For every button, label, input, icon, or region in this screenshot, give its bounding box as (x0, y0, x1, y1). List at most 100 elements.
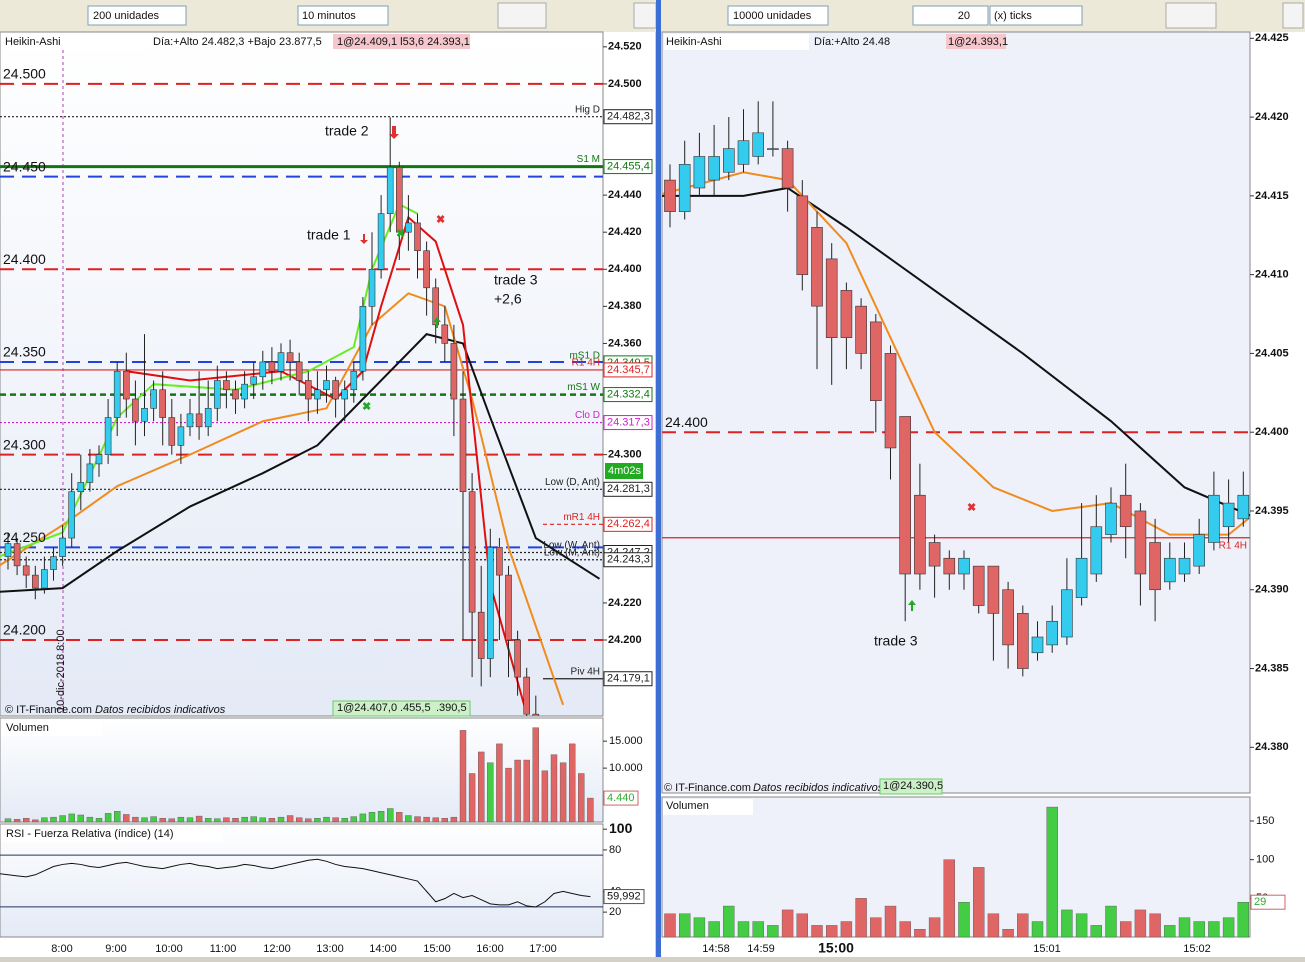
ticks-text: (x) ticks (994, 10, 1032, 22)
ticks-select[interactable] (989, 5, 1083, 26)
volume-title: Volumen (666, 800, 709, 812)
volume-bar (250, 816, 257, 823)
candle-body (77, 482, 85, 493)
x-tick-label: 17:00 (529, 943, 557, 955)
date-label: 10-dic-2018 8:00 (55, 629, 67, 712)
candle-body (1105, 502, 1117, 535)
price-tag-text: 24.281,3 (607, 483, 650, 495)
panel-toggle[interactable] (633, 2, 657, 29)
candle-body (943, 557, 956, 575)
panel-toggle[interactable] (1282, 2, 1304, 29)
volume-bar (1061, 909, 1073, 938)
indicator-header (663, 799, 753, 815)
interval-text: 10 minutos (302, 10, 356, 22)
candle-body (113, 370, 121, 418)
volume-bar (123, 814, 130, 823)
volume-bar (387, 808, 394, 823)
candle-body (350, 370, 358, 391)
candle-body (295, 361, 303, 381)
candle-body (150, 389, 157, 409)
exit-marker: ✖ (967, 502, 976, 514)
rsi-tag-text: 59,992 (607, 890, 641, 902)
candle-body (232, 389, 239, 400)
volume-bar (840, 921, 853, 938)
candle-body (31, 574, 39, 589)
chart-type-button[interactable] (1165, 2, 1217, 29)
splitter[interactable] (656, 0, 661, 957)
volume-tag (1250, 894, 1286, 910)
rsi-tag (603, 889, 645, 905)
footer-quote: 1@24.390,5 (883, 780, 943, 792)
price-tag-text: 24.243,3 (607, 554, 650, 566)
volume-bar (826, 925, 838, 938)
candle-body (159, 389, 166, 418)
volume-bar (693, 917, 706, 938)
y-tick-label: 24.395 (1255, 505, 1289, 517)
y-tick-label: 10.000 (609, 762, 643, 774)
count-input[interactable] (912, 5, 989, 26)
y-tick-label: 24.385 (1255, 662, 1289, 674)
volume-bar (899, 921, 911, 938)
candle-body (286, 352, 294, 363)
volume-bar (277, 816, 285, 823)
timer-box (605, 463, 643, 479)
indicator-line (662, 186, 1250, 517)
chart-type-button[interactable] (497, 2, 547, 29)
volume-bar (578, 773, 585, 823)
units-text: 200 unidades (93, 10, 160, 22)
volume-bar (113, 811, 121, 823)
y-tick-label: 24.380 (608, 300, 642, 312)
level-name: Clo D (575, 410, 600, 421)
candle-body (737, 140, 750, 165)
y-tick-label: 100 (609, 820, 633, 836)
level-label: 24.400 (665, 414, 708, 430)
price-tag (603, 552, 653, 568)
level-label: 24.300 (3, 436, 46, 452)
candle-body (359, 306, 367, 372)
price-tag-text: 24.455,4 (607, 160, 650, 172)
volume-bar (1134, 909, 1147, 938)
volume-bar (1164, 925, 1176, 938)
candle-body (95, 454, 103, 465)
right-main-panel (661, 31, 1251, 794)
volume-bar (723, 905, 735, 938)
quote-box (879, 778, 943, 795)
volume-bar (341, 818, 348, 823)
level-name: Piv 4H (571, 666, 600, 677)
volume-bar (195, 815, 203, 823)
volume-bar (332, 817, 339, 823)
volume-bar (432, 817, 439, 823)
annotation: +2,6 (494, 291, 522, 307)
volume-bar (870, 917, 882, 938)
price-tag (603, 516, 653, 532)
volume-bar (141, 817, 148, 823)
annotation: trade 3 (874, 633, 918, 649)
level-label: 24.450 (3, 158, 46, 174)
candle-body (314, 389, 321, 400)
y-tick-label: 24.420 (608, 226, 642, 238)
exit-marker: ✖ (436, 214, 445, 226)
candle-body (241, 383, 248, 400)
volume-bar (414, 816, 421, 823)
volume-bar (532, 727, 539, 823)
volume-bar (1031, 921, 1044, 938)
candle-body (1046, 620, 1058, 646)
volume-bar (4, 818, 12, 823)
level-name: Low (M, Ant) (544, 547, 600, 558)
y-tick-label: 24.380 (1255, 741, 1289, 753)
volume-bar (150, 816, 157, 823)
interval-select[interactable] (297, 5, 389, 26)
candle-body (869, 321, 882, 401)
candle-body (386, 167, 394, 214)
candle-body (884, 353, 897, 449)
units-select[interactable] (727, 5, 829, 26)
candle-body (368, 268, 376, 307)
units-select[interactable] (87, 5, 187, 26)
level-name: mS1 D (569, 351, 600, 362)
candle-body (223, 380, 230, 391)
candle-body (1134, 510, 1147, 575)
price-tag (603, 415, 653, 431)
price-tag (603, 387, 653, 403)
y-tick-label: 24.360 (608, 337, 642, 349)
candle-body (395, 167, 403, 233)
